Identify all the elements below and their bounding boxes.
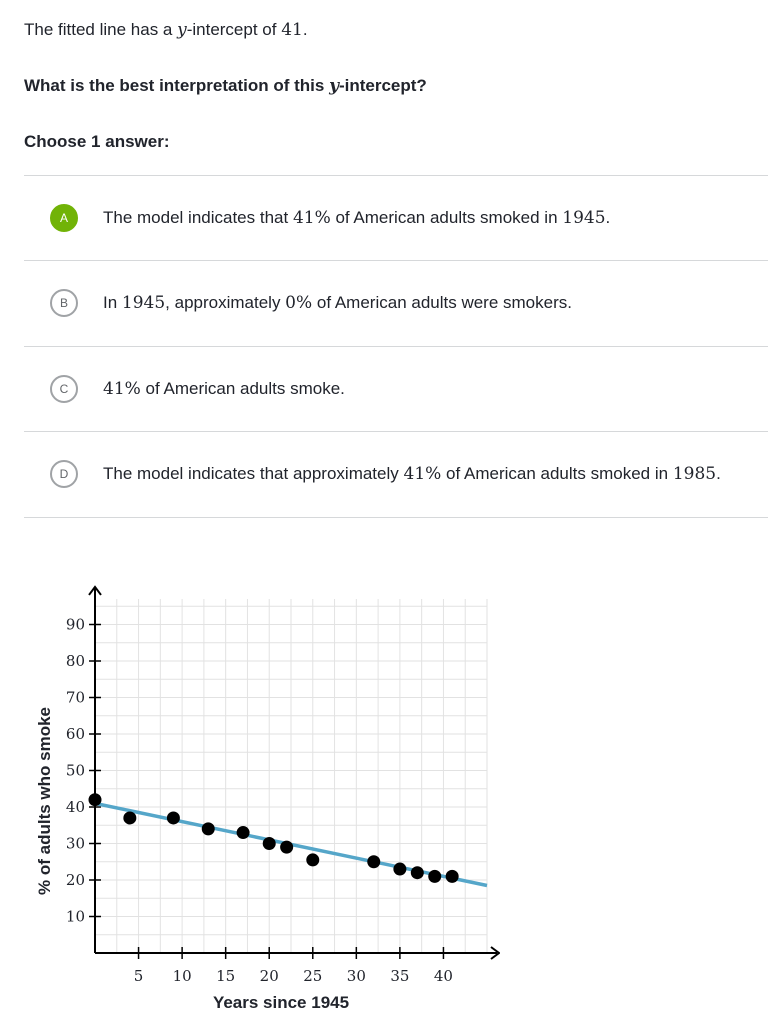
- choice-d-text: The model indicates that approximately 4…: [103, 464, 721, 484]
- x-tick-label: 30: [347, 967, 366, 985]
- y-tick-label: 20: [66, 871, 85, 889]
- divider: [24, 346, 768, 347]
- divider: [24, 431, 768, 432]
- y-axis-arrow-icon: [88, 585, 102, 596]
- choice-d[interactable]: D The model indicates that approximately…: [24, 432, 768, 516]
- y-tick-label: 80: [66, 652, 85, 670]
- question-text: What is the best interpretation of this …: [24, 76, 427, 96]
- choice-b-badge[interactable]: B: [50, 289, 78, 317]
- x-tick-label: 40: [434, 967, 453, 985]
- choose-label: Choose 1 answer:: [24, 132, 170, 151]
- data-point: [123, 811, 137, 825]
- x-tick-label: 25: [303, 967, 322, 985]
- choice-c[interactable]: C 41% of American adults smoke.: [24, 347, 768, 431]
- data-point: [201, 822, 215, 836]
- y-tick-label: 30: [66, 835, 85, 853]
- x-tick-label: 35: [390, 967, 409, 985]
- points-layer: [88, 793, 459, 883]
- question-part: What is the best interpretation of this: [24, 76, 330, 95]
- data-point: [410, 866, 424, 880]
- y-tick-label: 10: [66, 908, 85, 926]
- x-tick-label: 5: [134, 967, 144, 985]
- x-axis-arrow-icon: [490, 946, 500, 960]
- choice-a[interactable]: A The model indicates that 41% of Americ…: [24, 176, 768, 260]
- choice-c-text: 41% of American adults smoke.: [103, 379, 345, 399]
- y-tick-label: 50: [66, 762, 85, 780]
- y-variable: y: [329, 76, 339, 96]
- data-point: [280, 840, 294, 854]
- data-point: [262, 837, 276, 850]
- y-axis-title: % of adults who smoke: [35, 707, 54, 895]
- choice-b-text: In 1945, approximately 0% of American ad…: [103, 293, 572, 313]
- x-tick-label: 20: [260, 967, 279, 985]
- prompt-text: -intercept of: [186, 20, 282, 39]
- y-tick-label: 40: [66, 798, 85, 816]
- data-point: [166, 811, 180, 825]
- y-variable: y: [177, 20, 187, 40]
- grid: [95, 598, 488, 953]
- x-tick-label: 10: [173, 967, 192, 985]
- y-tick-label: 60: [66, 725, 85, 743]
- question-part: -intercept?: [338, 76, 427, 95]
- data-point: [236, 826, 250, 840]
- y-tick-label: 70: [66, 689, 85, 707]
- data-point: [88, 793, 102, 807]
- data-point: [393, 862, 407, 876]
- divider: [24, 260, 768, 261]
- data-point: [445, 869, 459, 883]
- scatter-plot: 5 10 15 20 25 30 35 40 10 20 30 40 50 60 70 80 90 Years …: [35, 585, 500, 1012]
- problem-statement: The fitted line has a y-intercept of 41.: [24, 20, 308, 40]
- x-tick-label: 15: [216, 967, 235, 985]
- data-point: [306, 853, 320, 867]
- divider: [24, 517, 768, 518]
- prompt-text: .: [302, 20, 308, 39]
- divider: [24, 175, 768, 176]
- intercept-value: 41: [281, 20, 303, 40]
- data-point: [367, 855, 381, 869]
- x-axis-title: Years since 1945: [213, 993, 349, 1012]
- choice-a-badge[interactable]: A: [50, 204, 78, 232]
- ticks: 5 10 15 20 25 30 35 40 10 20 30 40 50 60 70 80 90: [66, 616, 453, 986]
- y-tick-label: 90: [66, 616, 85, 634]
- choice-c-badge[interactable]: C: [50, 375, 78, 403]
- data-point: [428, 869, 442, 883]
- choice-a-text: The model indicates that 41% of American…: [103, 208, 611, 228]
- choice-b[interactable]: B In 1945, approximately 0% of American …: [24, 261, 768, 345]
- choice-d-badge[interactable]: D: [50, 460, 78, 488]
- prompt-text: The fitted line has a: [24, 20, 178, 39]
